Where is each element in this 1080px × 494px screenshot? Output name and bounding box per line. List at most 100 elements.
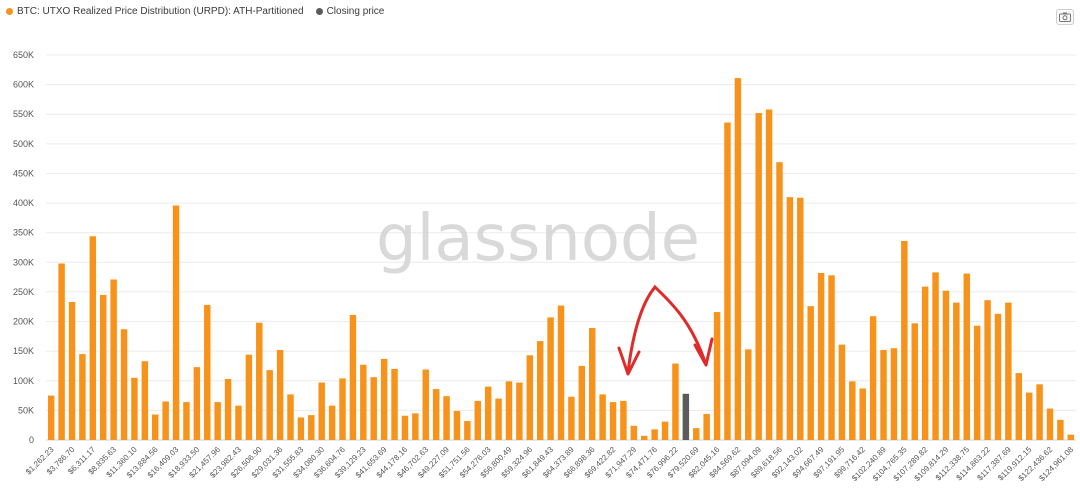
bar bbox=[484, 386, 492, 440]
y-tick-label: 250K bbox=[13, 287, 34, 297]
bar bbox=[516, 382, 523, 440]
bar bbox=[1005, 302, 1012, 440]
bar bbox=[849, 381, 856, 440]
bar bbox=[703, 413, 710, 440]
bar bbox=[266, 370, 273, 440]
bar bbox=[1015, 373, 1023, 440]
bar bbox=[318, 382, 325, 440]
bar bbox=[1057, 419, 1064, 440]
bar bbox=[536, 341, 544, 440]
bar bbox=[880, 349, 887, 440]
bar bbox=[443, 396, 450, 440]
bar bbox=[651, 429, 658, 440]
legend-item-urpd[interactable]: BTC: UTXO Realized Price Distribution (U… bbox=[6, 6, 304, 17]
bar bbox=[828, 275, 835, 440]
bar bbox=[1025, 392, 1033, 440]
y-tick-label: 200K bbox=[13, 317, 34, 327]
annotation-arrow-curve bbox=[626, 284, 707, 374]
bar bbox=[401, 415, 409, 440]
bar bbox=[380, 358, 388, 440]
bar bbox=[1046, 408, 1054, 440]
bar bbox=[99, 294, 107, 440]
bar bbox=[609, 402, 617, 440]
bar bbox=[120, 329, 128, 440]
bar bbox=[47, 395, 55, 440]
bar bbox=[713, 312, 721, 440]
bar bbox=[328, 405, 336, 440]
y-tick-label: 400K bbox=[13, 198, 34, 208]
bar bbox=[297, 417, 305, 440]
bar bbox=[193, 367, 201, 440]
bar bbox=[932, 272, 939, 440]
bar bbox=[745, 349, 752, 440]
bar bbox=[495, 398, 502, 440]
bar bbox=[693, 428, 700, 440]
bar bbox=[474, 400, 481, 440]
legend-label-urpd: BTC: UTXO Realized Price Distribution (U… bbox=[17, 6, 304, 17]
bar bbox=[620, 400, 627, 440]
bar bbox=[152, 414, 159, 440]
bar bbox=[141, 361, 149, 440]
bar bbox=[370, 377, 377, 440]
bar bbox=[568, 396, 575, 440]
y-tick-label: 0 bbox=[29, 435, 34, 445]
bar bbox=[588, 328, 596, 440]
bar bbox=[505, 381, 513, 440]
bar bbox=[110, 279, 117, 440]
bar bbox=[994, 313, 1002, 440]
bar bbox=[256, 322, 263, 440]
bar bbox=[349, 315, 357, 440]
legend-item-closing-price[interactable]: Closing price bbox=[315, 6, 385, 17]
bar bbox=[360, 364, 367, 440]
bar bbox=[911, 323, 918, 440]
bar bbox=[641, 435, 648, 440]
legend-label-closing-price: Closing price bbox=[326, 6, 385, 17]
bar bbox=[276, 349, 284, 440]
bar bbox=[432, 389, 440, 440]
y-tick-label: 150K bbox=[13, 346, 34, 356]
bar bbox=[526, 355, 534, 440]
bar bbox=[672, 363, 679, 440]
bar bbox=[890, 348, 898, 440]
legend: BTC: UTXO Realized Price Distribution (U… bbox=[6, 6, 396, 17]
y-tick-label: 100K bbox=[13, 376, 34, 386]
y-tick-label: 350K bbox=[13, 228, 34, 238]
bar bbox=[162, 401, 169, 440]
bar bbox=[58, 263, 65, 440]
camera-icon[interactable] bbox=[1056, 9, 1074, 25]
bar bbox=[661, 421, 669, 440]
y-tick-label: 300K bbox=[13, 257, 34, 267]
bar bbox=[557, 305, 565, 440]
bar bbox=[859, 388, 866, 440]
bar bbox=[901, 240, 908, 440]
bar bbox=[183, 402, 190, 440]
y-tick-label: 550K bbox=[13, 109, 34, 119]
bar bbox=[464, 421, 471, 440]
y-tick-label: 500K bbox=[13, 139, 34, 149]
bar bbox=[245, 354, 253, 440]
bar bbox=[453, 410, 461, 440]
bar bbox=[287, 394, 294, 440]
bar bbox=[921, 286, 929, 440]
bar bbox=[786, 197, 794, 440]
bar bbox=[973, 325, 981, 440]
y-tick-label: 650K bbox=[13, 50, 34, 60]
bar bbox=[68, 301, 76, 440]
bar bbox=[172, 205, 180, 440]
legend-swatch-urpd bbox=[6, 8, 13, 15]
bar bbox=[235, 405, 242, 440]
bar bbox=[1036, 384, 1043, 440]
annotation-arrowhead-right bbox=[693, 337, 714, 367]
y-tick-label: 50K bbox=[18, 405, 34, 415]
bar bbox=[838, 344, 846, 440]
bar bbox=[1067, 434, 1075, 440]
bar bbox=[79, 354, 86, 440]
bar bbox=[308, 415, 315, 440]
bar bbox=[797, 197, 804, 440]
bar bbox=[339, 378, 346, 440]
bar bbox=[765, 109, 773, 440]
bar bbox=[755, 113, 762, 441]
closing-price-bar bbox=[682, 393, 690, 440]
bar bbox=[204, 304, 211, 440]
bar bbox=[984, 300, 991, 440]
